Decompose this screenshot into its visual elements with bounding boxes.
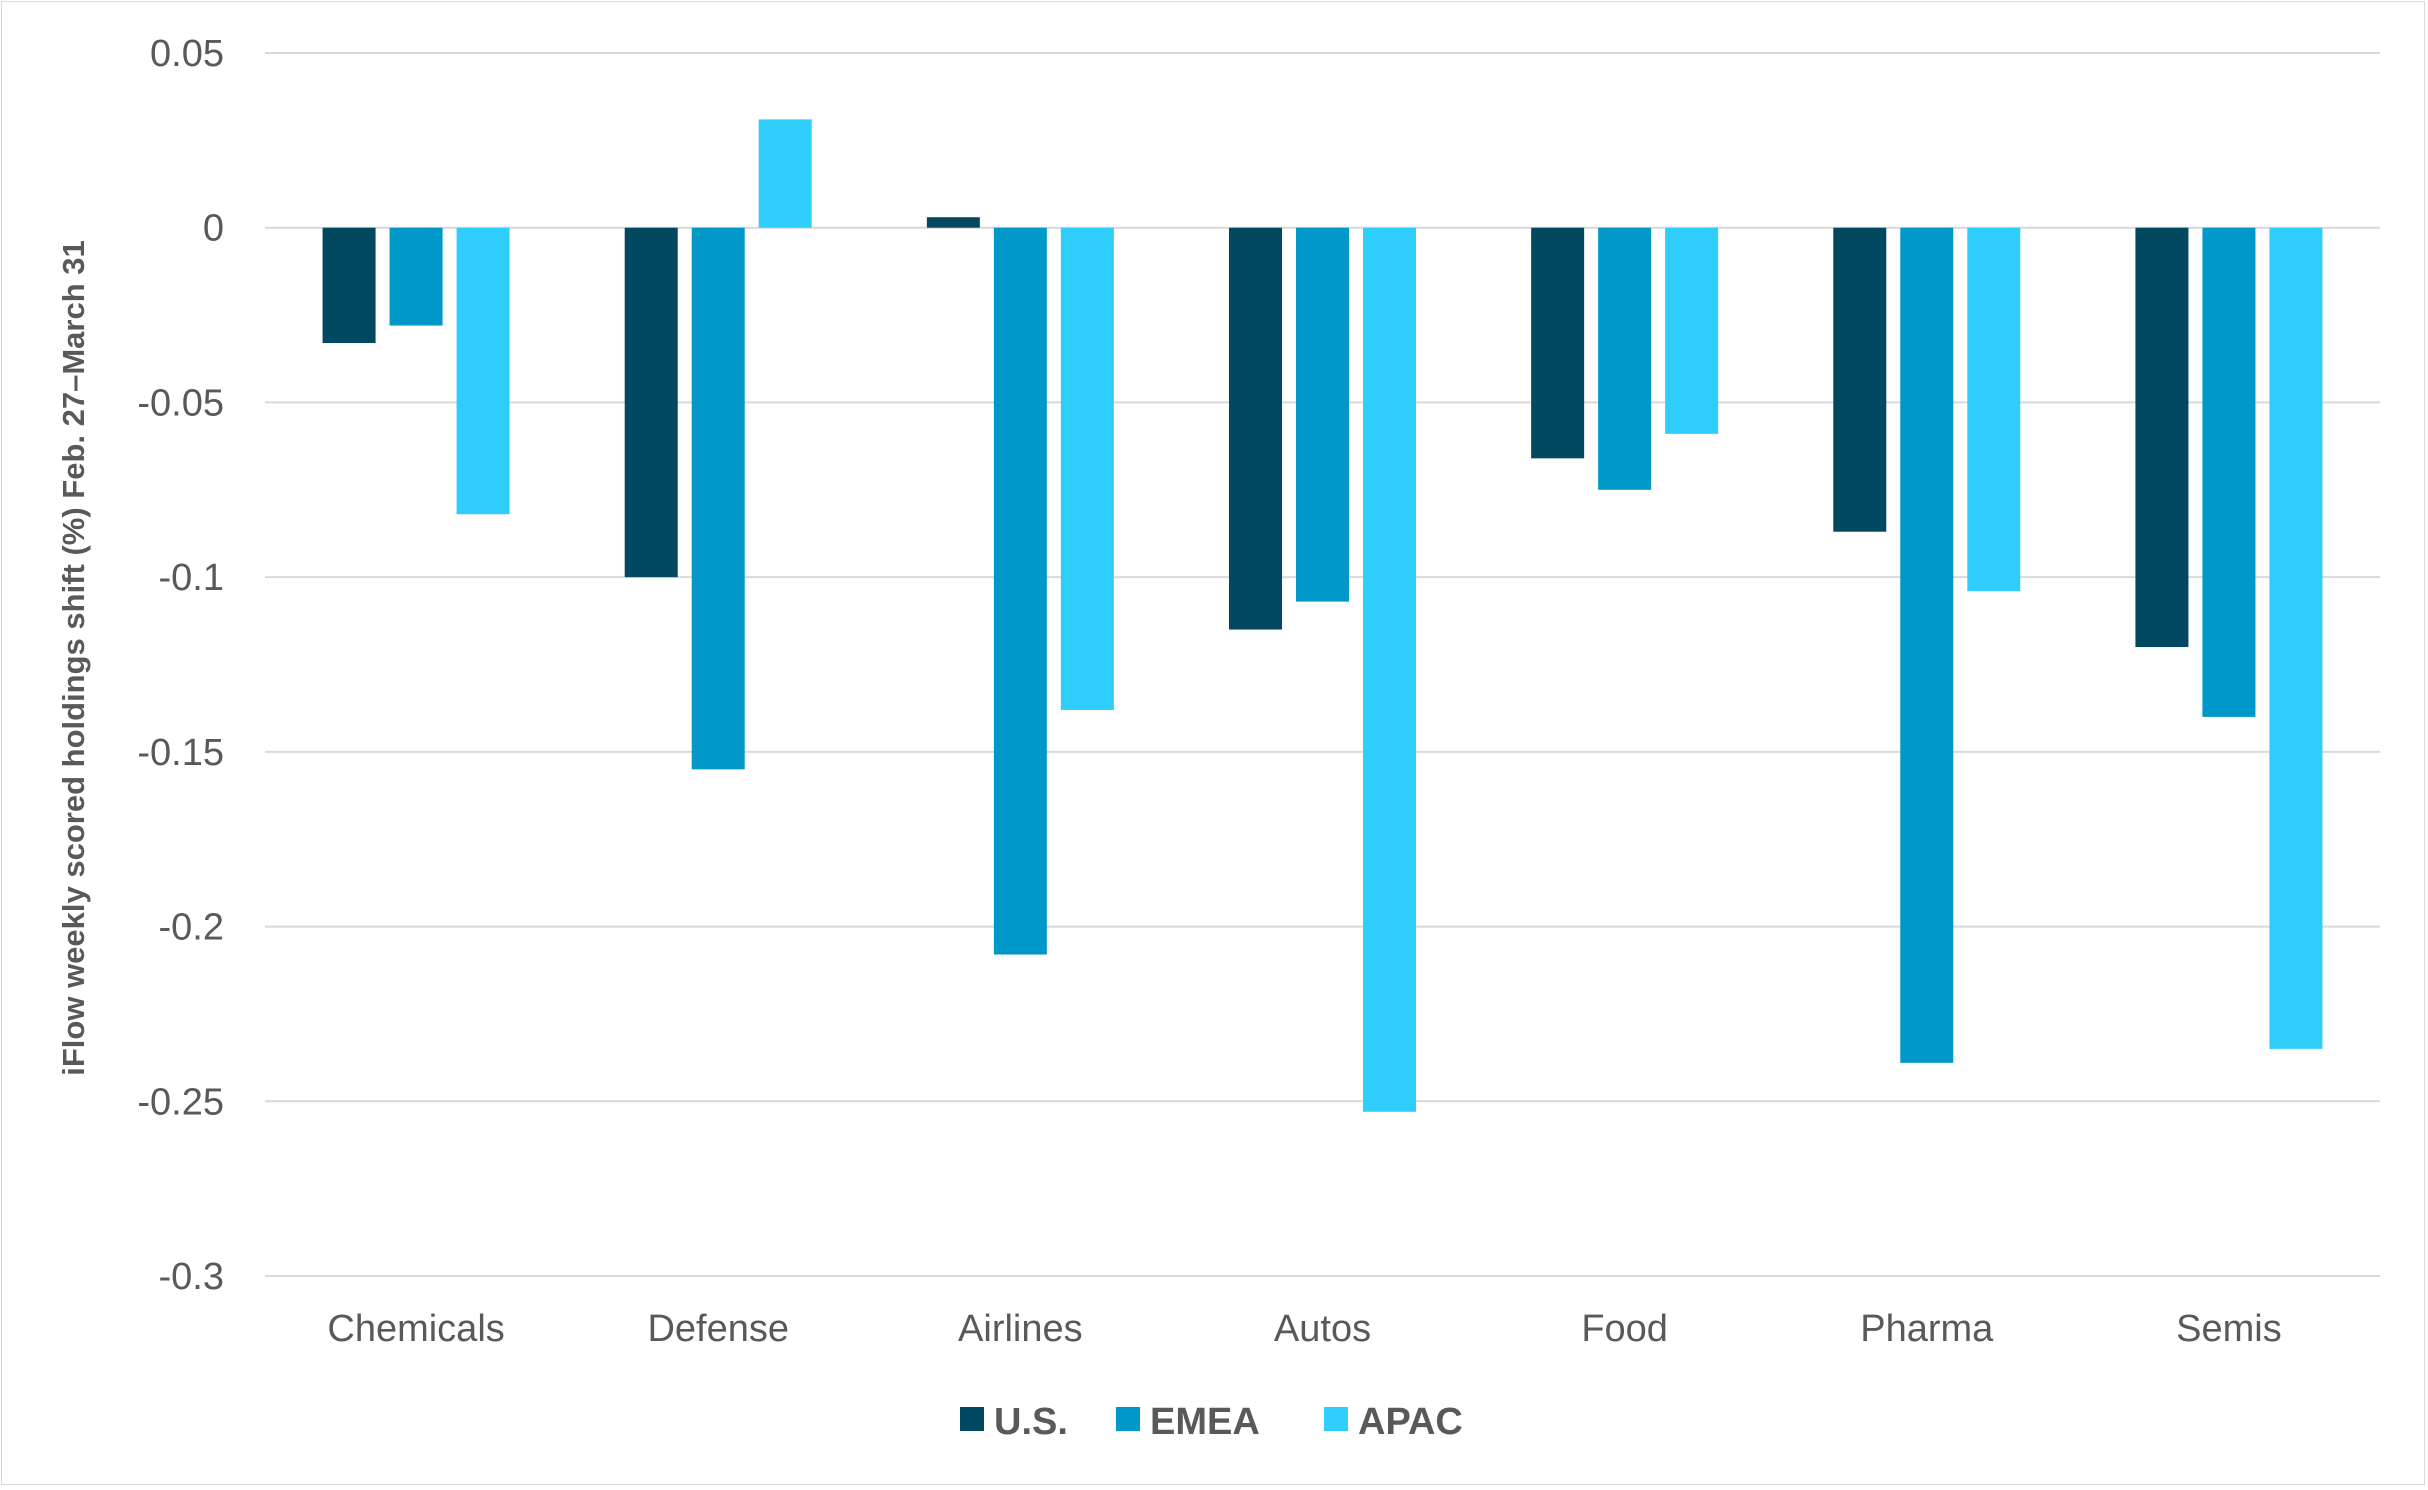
bar-emea-defense xyxy=(691,227,745,770)
x-tick-label: Semis xyxy=(2176,1308,2282,1350)
legend-label: U.S. xyxy=(994,1401,1068,1443)
y-axis-title: iFlow weekly scored holdings shift (%) F… xyxy=(56,240,91,1076)
bar-us-pharma xyxy=(1833,227,1887,532)
bar-apac-chemicals xyxy=(456,227,510,515)
x-tick-labels: Chemicals Defense Airlines Autos Food Pharma S… xyxy=(327,1308,2281,1350)
legend-swatch xyxy=(960,1407,984,1431)
bar-emea-autos xyxy=(1296,227,1349,602)
y-tick-label: -0.2 xyxy=(159,907,224,949)
y-tick-label: -0.3 xyxy=(159,1256,224,1298)
bar-emea-airlines xyxy=(993,227,1047,955)
x-tick-label: Airlines xyxy=(958,1308,1083,1350)
legend-swatch xyxy=(1324,1407,1348,1431)
x-tick-label: Food xyxy=(1581,1308,1668,1350)
legend-label: EMEA xyxy=(1150,1401,1260,1443)
bar-us-airlines xyxy=(926,217,980,228)
bar-apac-airlines xyxy=(1060,227,1114,710)
y-tick-label: 0.05 xyxy=(150,33,224,75)
y-tick-label: 0 xyxy=(203,208,224,250)
bar-us-semis xyxy=(2135,227,2189,648)
bar-us-chemicals xyxy=(322,227,376,344)
x-tick-label: Defense xyxy=(647,1308,789,1350)
x-tick-label: Pharma xyxy=(1860,1308,1994,1350)
bar-us-autos xyxy=(1229,227,1282,630)
y-tick-labels: 0.05 0 -0.05 -0.1 -0.15 -0.2 -0.25 -0.3 xyxy=(137,33,224,1298)
legend: U.S. EMEA APAC xyxy=(960,1401,1463,1443)
bar-apac-autos xyxy=(1363,227,1416,1112)
bar-emea-chemicals xyxy=(389,227,443,326)
y-tick-label: -0.05 xyxy=(137,382,224,424)
bar-emea-food xyxy=(1598,227,1652,490)
y-tick-label: -0.25 xyxy=(137,1081,224,1123)
bar-apac-pharma xyxy=(1967,227,2021,592)
legend-swatch xyxy=(1116,1407,1140,1431)
bar-emea-semis xyxy=(2202,227,2256,717)
y-tick-label: -0.15 xyxy=(137,732,224,774)
bar-emea-pharma xyxy=(1900,227,1954,1063)
bar-apac-semis xyxy=(2269,227,2323,1049)
legend-label: APAC xyxy=(1358,1401,1463,1443)
y-tick-label: -0.1 xyxy=(159,557,224,599)
x-tick-label: Chemicals xyxy=(327,1308,504,1350)
bar-apac-defense xyxy=(758,119,812,228)
bar-us-defense xyxy=(624,227,678,578)
bar-apac-food xyxy=(1665,227,1719,434)
bars xyxy=(322,119,2323,1112)
bar-us-food xyxy=(1531,227,1585,459)
x-tick-label: Autos xyxy=(1274,1308,1371,1350)
